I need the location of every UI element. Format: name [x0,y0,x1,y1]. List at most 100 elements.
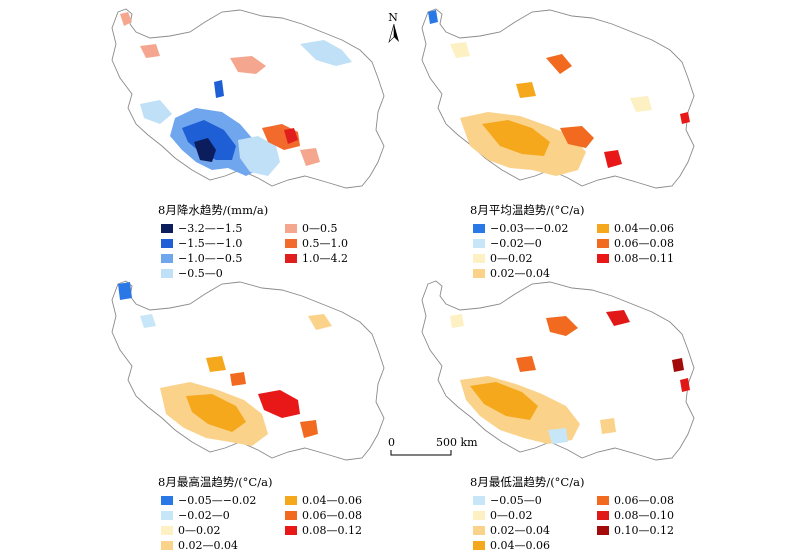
legend-swatch [161,254,173,263]
legend-label: 0—0.02 [178,524,221,537]
legend-item: 0—0.02 [473,251,593,266]
legend-swatch [161,496,173,505]
legend-item: −1.5—−1.0 [161,236,281,251]
scale-end-label: 500 km [436,436,478,449]
legend-item: 0.06—0.08 [285,508,405,523]
legend-label: 0.08—0.11 [614,252,674,265]
legend-item: −0.02—0 [473,236,593,251]
legend-label: −0.05—−0.02 [178,494,257,507]
legend-swatch [285,496,297,505]
legend-mean-temp: 8月平均温趋势/(°C/a) −0.03—−0.02 0.04—0.06 −0.… [470,202,770,281]
legend-swatch [285,224,297,233]
legend-item: −0.05—0 [473,493,593,508]
legend-item: 0.08—0.10 [597,508,717,523]
legend-swatch [473,239,485,248]
legend-item: 0.08—0.12 [285,523,405,538]
legend-item: 0.02—0.04 [473,523,593,538]
legend-label: 0.04—0.06 [490,539,550,552]
legend-title: 8月平均温趋势/(°C/a) [470,203,585,217]
legend-label: 1.0—4.2 [302,252,348,265]
map-mean-temp [421,8,695,189]
legend-swatch [597,526,609,535]
legend-item: −0.05—−0.02 [161,493,281,508]
legend-label: 0—0.02 [490,252,533,265]
legend-label: 0.08—0.10 [614,509,674,522]
legend-item: −0.02—0 [161,508,281,523]
legend-swatch [161,239,173,248]
legend-item: 0—0.02 [161,523,281,538]
legend-swatch [473,269,485,278]
legend-item: 0.04—0.06 [597,221,717,236]
legend-label: 0.02—0.04 [178,539,238,552]
legend-swatch [161,511,173,520]
legend-item: −1.0—−0.5 [161,251,281,266]
legend-item: 0—0.02 [473,508,593,523]
legend-swatch [597,496,609,505]
north-arrow: N [386,12,400,23]
legend-label: −1.5—−1.0 [178,237,243,250]
legend-label: −3.2—−1.5 [178,222,243,235]
legend-swatch [473,541,485,550]
legend-swatch [473,254,485,263]
scale-start-label: 0 [388,436,395,449]
legend-swatch [161,526,173,535]
legend-item: 0.08—0.11 [597,251,717,266]
precip-pattern [120,12,352,176]
scale-bar-line [390,450,452,456]
legend-label: 0—0.02 [490,509,533,522]
legend-label: 0.06—0.08 [302,509,362,522]
legend-title: 8月最低温趋势/(°C/a) [470,475,585,489]
min-temp-pattern [450,310,690,444]
legend-item: 0.02—0.04 [161,538,281,553]
legend-label: −1.0—−0.5 [178,252,243,265]
legend-label: −0.02—0 [490,237,542,250]
max-temp-pattern [118,282,332,446]
legend-swatch [161,541,173,550]
legend-label: 0.06—0.08 [614,237,674,250]
legend-item: 0.06—0.08 [597,493,717,508]
legend-label: 0—0.5 [302,222,338,235]
legend-label: −0.03—−0.02 [490,222,569,235]
legend-label: −0.02—0 [178,509,230,522]
mean-temp-pattern [428,10,690,176]
legend-item: 0.04—0.06 [285,493,405,508]
legend-item: 0.04—0.06 [473,538,593,553]
map-max-temp [111,280,385,461]
legend-swatch [597,239,609,248]
legend-title: 8月最高温趋势/(°C/a) [158,475,273,489]
legend-label: 0.04—0.06 [614,222,674,235]
legend-swatch [285,511,297,520]
north-arrow-icon [388,23,399,44]
map-min-temp [421,280,695,461]
legend-title: 8月降水趋势/(mm/a) [158,203,269,217]
legend-item: −0.03—−0.02 [473,221,593,236]
legend-swatch [285,526,297,535]
legend-swatch [285,239,297,248]
scale-bar: 0 500 km [388,436,488,449]
legend-swatch [473,511,485,520]
legend-label: −0.5—0 [178,267,223,280]
legend-swatch [473,496,485,505]
legend-swatch [161,224,173,233]
map-precip [111,8,385,189]
legend-max-temp: 8月最高温趋势/(°C/a) −0.05—−0.02 0.04—0.06 −0.… [158,474,458,553]
legend-item: 0.5—1.0 [285,236,405,251]
legend-label: 0.02—0.04 [490,267,550,280]
north-label: N [388,11,398,24]
legend-label: 0.04—0.06 [302,494,362,507]
legend-precip: 8月降水趋势/(mm/a) −3.2—−1.5 0—0.5 −1.5—−1.0 … [158,202,458,281]
legend-label: 0.10—0.12 [614,524,674,537]
legend-swatch [597,511,609,520]
legend-item: −0.5—0 [161,266,281,281]
legend-item: 0.02—0.04 [473,266,593,281]
legend-min-temp: 8月最低温趋势/(°C/a) −0.05—0 0.06—0.08 0—0.02 … [470,474,770,553]
legend-item: −3.2—−1.5 [161,221,281,236]
legend-swatch [473,224,485,233]
legend-label: 0.08—0.12 [302,524,362,537]
legend-label: 0.5—1.0 [302,237,348,250]
legend-item: 0.10—0.12 [597,523,717,538]
legend-item: 1.0—4.2 [285,251,405,266]
legend-swatch [473,526,485,535]
